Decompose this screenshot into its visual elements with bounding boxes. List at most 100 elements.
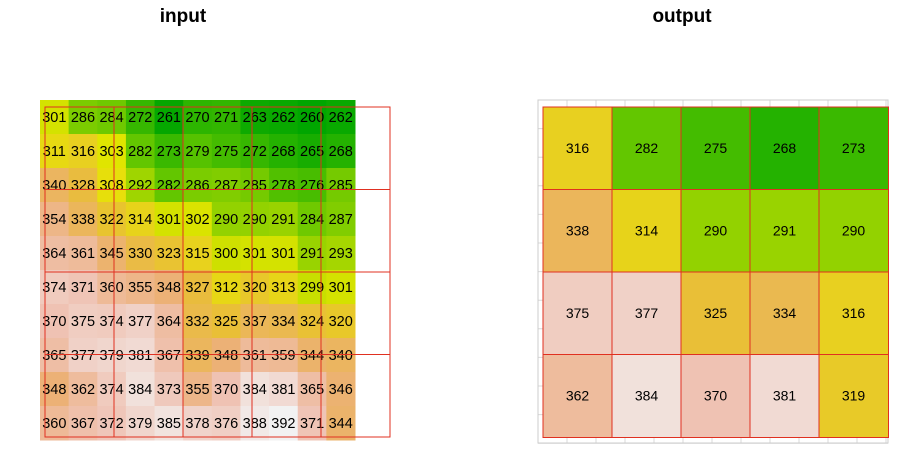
- cell-value: 320: [243, 280, 267, 296]
- cell-value: 348: [42, 382, 66, 398]
- cell: [97, 100, 127, 135]
- cell-value: 290: [214, 212, 238, 228]
- cell-value: 303: [99, 144, 123, 160]
- cell-value: 367: [157, 348, 181, 364]
- cell-value: 285: [329, 178, 353, 194]
- cell-value: 370: [42, 314, 66, 330]
- cell: [154, 202, 184, 237]
- cell-value: 376: [214, 416, 238, 432]
- cell-value: 320: [329, 314, 353, 330]
- cell: [269, 202, 299, 237]
- cell-value: 364: [42, 246, 66, 262]
- cell-value: 379: [128, 416, 152, 432]
- cell: [154, 338, 184, 373]
- cell-value: 378: [185, 416, 209, 432]
- cell: [326, 338, 356, 373]
- cell-value: 354: [42, 212, 66, 228]
- cell: [297, 168, 327, 203]
- cell: [240, 270, 270, 305]
- cell: [154, 236, 184, 271]
- cell: [211, 236, 241, 271]
- cell-value: 291: [300, 246, 324, 262]
- cell-value: 338: [566, 222, 590, 238]
- cell: [68, 338, 98, 373]
- cell: [68, 236, 98, 271]
- cell: [211, 406, 241, 441]
- cell-value: 355: [128, 280, 152, 296]
- cell-value: 374: [42, 280, 66, 296]
- cell-value: 262: [271, 110, 295, 126]
- cell-value: 287: [214, 178, 238, 194]
- cell: [68, 100, 98, 135]
- cell: [68, 304, 98, 339]
- cell-value: 334: [773, 305, 797, 321]
- cell-value: 377: [635, 305, 659, 321]
- cell: [211, 202, 241, 237]
- cell-value: 290: [243, 212, 267, 228]
- cell-value: 315: [185, 246, 209, 262]
- cell-value: 379: [99, 348, 123, 364]
- cell-value: 291: [773, 222, 797, 238]
- cell: [183, 134, 213, 169]
- cell-value: 293: [329, 246, 353, 262]
- cell-value: 359: [271, 348, 295, 364]
- cell: [269, 406, 299, 441]
- cell: [680, 354, 751, 438]
- cell-value: 384: [635, 387, 659, 403]
- cell: [97, 372, 127, 407]
- cell: [269, 100, 299, 135]
- cell: [183, 406, 213, 441]
- cell: [297, 338, 327, 373]
- cell: [211, 100, 241, 135]
- cell-value: 316: [842, 305, 866, 321]
- cell: [154, 270, 184, 305]
- cell-value: 268: [773, 140, 797, 156]
- cell-value: 372: [99, 416, 123, 432]
- cell: [68, 406, 98, 441]
- cell-value: 381: [773, 387, 797, 403]
- cell: [326, 304, 356, 339]
- cell: [326, 202, 356, 237]
- cell-value: 272: [243, 144, 267, 160]
- cell: [154, 406, 184, 441]
- cell: [326, 100, 356, 135]
- cell: [680, 106, 751, 191]
- cell: [269, 338, 299, 373]
- cell: [749, 106, 820, 191]
- cell-value: 340: [329, 348, 353, 364]
- panel-title: output: [652, 6, 712, 27]
- cell: [125, 202, 156, 237]
- cell: [240, 406, 270, 441]
- cell-value: 392: [271, 416, 295, 432]
- cell-value: 348: [157, 280, 181, 296]
- cell: [211, 134, 241, 169]
- cell-value: 316: [566, 140, 590, 156]
- cell-value: 314: [128, 212, 152, 228]
- cell: [183, 304, 213, 339]
- cell: [818, 271, 889, 356]
- cell: [240, 304, 270, 339]
- cell: [240, 134, 270, 169]
- cell-value: 334: [271, 314, 295, 330]
- cell-value: 292: [128, 178, 152, 194]
- cell-value: 374: [99, 314, 123, 330]
- cell: [183, 100, 213, 135]
- cell: [68, 372, 98, 407]
- cell-value: 346: [329, 382, 353, 398]
- cell: [240, 168, 270, 203]
- cell: [154, 304, 184, 339]
- cell: [297, 372, 327, 407]
- cell: [297, 270, 327, 305]
- cell: [240, 338, 270, 373]
- cell-value: 291: [271, 212, 295, 228]
- cell-value: 388: [243, 416, 267, 432]
- cell-value: 377: [128, 314, 152, 330]
- cell-value: 263: [243, 110, 267, 126]
- cell: [542, 354, 613, 438]
- cell-value: 367: [71, 416, 95, 432]
- cell-value: 302: [185, 212, 209, 228]
- cell-value: 268: [329, 144, 353, 160]
- cell-value: 272: [128, 110, 152, 126]
